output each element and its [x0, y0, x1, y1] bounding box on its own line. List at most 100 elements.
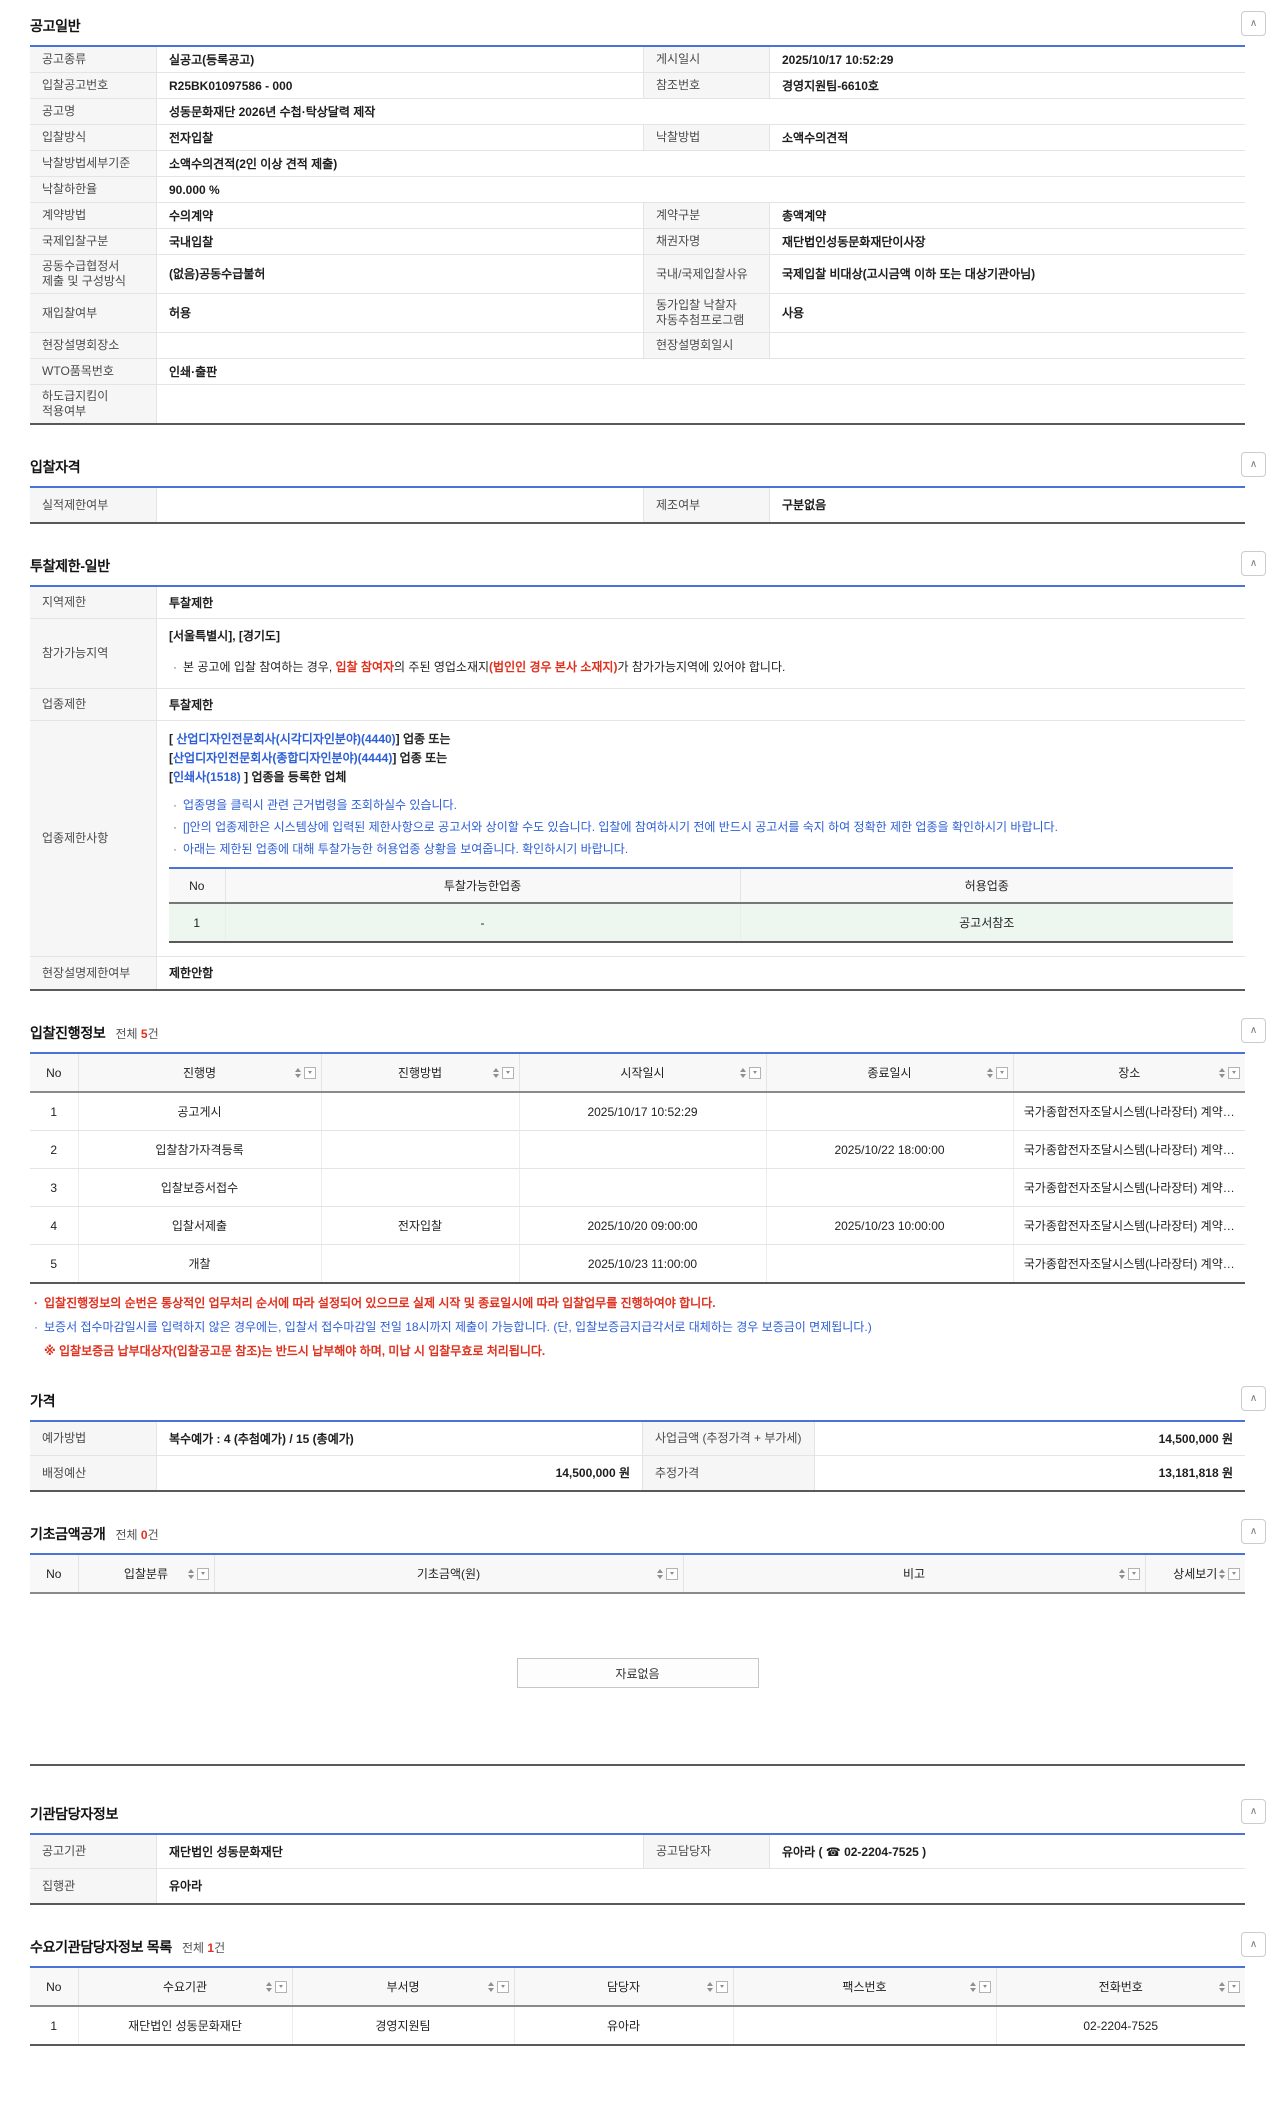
qualification-table: 실적제한여부 제조여부 구분없음	[30, 486, 1245, 524]
table-row: 업종제한 투찰제한	[30, 689, 1245, 721]
site-time-label: 현장설명회일시	[643, 333, 770, 358]
ref-no-value: 경영지원팀-6610호	[782, 78, 879, 93]
table-row: 낙찰하한율 90.000 %	[30, 177, 1245, 203]
bullet-icon: ·	[34, 1320, 38, 1334]
cell-step-name: 입찰보증서접수	[78, 1168, 322, 1207]
section-title-general: 공고일반	[30, 18, 81, 34]
table-row: 1 - 공고서참조	[169, 903, 1233, 943]
table-row: 입찰방식 전자입찰 낙찰방법 소액수의견적	[30, 125, 1245, 151]
bullet-icon: ·	[173, 660, 177, 674]
section-price-header: 가격 ∧	[30, 1386, 1266, 1413]
award-detail-label: 낙찰방법세부기준	[30, 151, 157, 176]
filter-dropdown-icon[interactable]	[501, 1066, 514, 1079]
bullet-icon: ·	[34, 1296, 38, 1310]
performance-limit-label: 실적제한여부	[30, 488, 157, 522]
section-general-collapse-button[interactable]: ∧	[1241, 11, 1266, 36]
sort-icon[interactable]	[1219, 1067, 1225, 1078]
section-price-collapse-button[interactable]: ∧	[1241, 1386, 1266, 1411]
sort-icon[interactable]	[265, 1981, 272, 1992]
table-header-row: No 수요기관 부서명 담당자 팩스번호 전화번호	[30, 1967, 1245, 2007]
notice-kind-label: 공고종류	[30, 47, 157, 72]
sort-icon[interactable]	[492, 1067, 499, 1078]
contract-method-label: 계약방법	[30, 203, 157, 228]
filter-dropdown-icon[interactable]	[1228, 1980, 1240, 1993]
no-data-button[interactable]: 자료없음	[516, 1658, 759, 1688]
filter-dropdown-icon[interactable]	[196, 1567, 209, 1580]
sort-icon[interactable]	[986, 1067, 993, 1078]
filter-dropdown-icon[interactable]	[995, 1066, 1008, 1079]
cell-place: 국가종합전자조달시스템(나라장터) 계약…	[1013, 1168, 1245, 1207]
guidance-bullet: · []안의 업종제한은 시스템상에 입력된 제한사항으로 공고서와 상이할 수도…	[173, 820, 1058, 834]
filter-dropdown-icon[interactable]	[303, 1066, 316, 1079]
sort-icon[interactable]	[706, 1981, 713, 1992]
section-demand-contact: 수요기관담당자정보 목록 전체 1건 ∧ No 수요기관 부서명 담당자 팩스번…	[30, 1932, 1266, 2046]
sort-icon[interactable]	[294, 1067, 301, 1078]
estimate-method-label: 예가방법	[30, 1422, 157, 1455]
col-person: 담당자	[514, 1967, 734, 2007]
filter-dropdown-icon[interactable]	[1228, 1567, 1240, 1580]
filter-dropdown-icon[interactable]	[1127, 1567, 1140, 1580]
industry-link-1518[interactable]: 인쇄사(1518)	[173, 770, 241, 784]
sort-icon[interactable]	[969, 1981, 976, 1992]
section-demand-contact-collapse-button[interactable]: ∧	[1241, 1932, 1266, 1957]
filter-dropdown-icon[interactable]	[274, 1980, 287, 1993]
filter-dropdown-icon[interactable]	[748, 1066, 761, 1079]
note-guarantee-deadline: · 보증서 접수마감일시를 입력하지 않은 경우에는, 입찰서 접수마감일 전일 …	[34, 1320, 872, 1334]
notice-no-value: R25BK01097586 - 000	[169, 78, 293, 93]
filter-dropdown-icon[interactable]	[665, 1567, 678, 1580]
cell-no: 2	[30, 1130, 79, 1169]
industry-link-4440[interactable]: 산업디자인전문회사(시각디자인분야)(4440)	[176, 732, 396, 746]
industry-detail-value: [ 산업디자인전문회사(시각디자인분야)(4440)] 업종 또는 [산업디자인…	[157, 721, 1245, 956]
sort-icon[interactable]	[656, 1568, 663, 1579]
section-title-base-amount: 기초금액공개	[30, 1526, 106, 1542]
section-bid-limit-collapse-button[interactable]: ∧	[1241, 551, 1266, 576]
industry-link-4444[interactable]: 산업디자인전문회사(종합디자인분야)(4444)	[173, 751, 393, 765]
sort-icon[interactable]	[1219, 1568, 1225, 1579]
manufacture-value: 구분없음	[782, 498, 827, 512]
joint-supply-label: 공동수급협정서 제출 및 구성방식	[30, 255, 157, 293]
allowed-area-list: [서울특별시], [경기도]	[169, 629, 280, 643]
col-allowed-industry: 허용업종	[740, 868, 1233, 904]
demand-contact-table: No 수요기관 부서명 담당자 팩스번호 전화번호 1 재단법인	[30, 1966, 1245, 2046]
section-qualification-collapse-button[interactable]: ∧	[1241, 452, 1266, 477]
cell-place: 국가종합전자조달시스템(나라장터) 계약…	[1013, 1206, 1245, 1245]
cell-no: 1	[169, 903, 226, 943]
creditor-value: 재단법인성동문화재단이사장	[782, 234, 926, 249]
sort-icon[interactable]	[487, 1981, 494, 1992]
ref-no-label: 참조번호	[643, 73, 770, 98]
cell-end-datetime	[766, 1244, 1014, 1284]
sort-icon[interactable]	[1118, 1568, 1125, 1579]
sort-icon[interactable]	[739, 1067, 746, 1078]
guidance-bullet: · 아래는 제한된 업종에 대해 투찰가능한 허용업종 상황을 보여줍니다. 확인…	[173, 842, 629, 856]
cell-department: 경영지원팀	[292, 2006, 515, 2046]
cell-start-datetime: 2025/10/20 09:00:00	[519, 1206, 767, 1245]
filter-dropdown-icon[interactable]	[496, 1980, 509, 1993]
section-org-contact-collapse-button[interactable]: ∧	[1241, 1799, 1266, 1824]
cell-fax	[733, 2006, 997, 2046]
col-no: No	[30, 1967, 79, 2007]
price-table: 예가방법 복수예가 : 4 (추첨예가) / 15 (총예가) 사업금액 (추정…	[30, 1420, 1245, 1492]
col-base-amount: 기초금액(원)	[214, 1554, 684, 1594]
sort-icon[interactable]	[1219, 1981, 1225, 1992]
table-row: 예가방법 복수예가 : 4 (추첨예가) / 15 (총예가) 사업금액 (추정…	[30, 1422, 1245, 1456]
section-base-amount-collapse-button[interactable]: ∧	[1241, 1519, 1266, 1544]
budget-value: 14,500,000 원	[555, 1466, 630, 1480]
filter-dropdown-icon[interactable]	[1228, 1066, 1240, 1079]
sort-icon[interactable]	[187, 1568, 194, 1579]
section-progress-collapse-button[interactable]: ∧	[1241, 1018, 1266, 1043]
site-place-value	[157, 333, 643, 358]
filter-dropdown-icon[interactable]	[978, 1980, 991, 1993]
filter-dropdown-icon[interactable]	[715, 1980, 728, 1993]
table-row: 재입찰여부 허용 동가입찰 낙찰자 자동추첨프로그램 사용	[30, 294, 1245, 333]
general-table: 공고종류 실공고(등록공고) 게시일시 2025/10/17 10:52:29 …	[30, 45, 1245, 425]
table-header-row: No 입찰분류 기초금액(원) 비고 상세보기	[30, 1554, 1245, 1594]
bullet-icon: ·	[173, 820, 177, 834]
award-detail-value: 소액수의견적(2인 이상 견적 제출)	[169, 156, 338, 171]
section-bid-limit: 투찰제한-일반 ∧ 지역제한 투찰제한 참가가능지역 [서울특별시], [경기도…	[30, 551, 1266, 991]
note-deposit-required: ※ 입찰보증금 납부대상자(입찰공고문 참조)는 반드시 납부해야 하며, 미납…	[44, 1344, 546, 1358]
subcontract-value	[157, 385, 1245, 423]
col-step-name: 진행명	[78, 1053, 322, 1093]
industry-link-line: [인쇄사(1518) ] 업종을 등록한 업체	[169, 770, 347, 784]
chevron-up-icon: ∧	[1249, 557, 1258, 569]
site-time-value	[770, 333, 1245, 358]
